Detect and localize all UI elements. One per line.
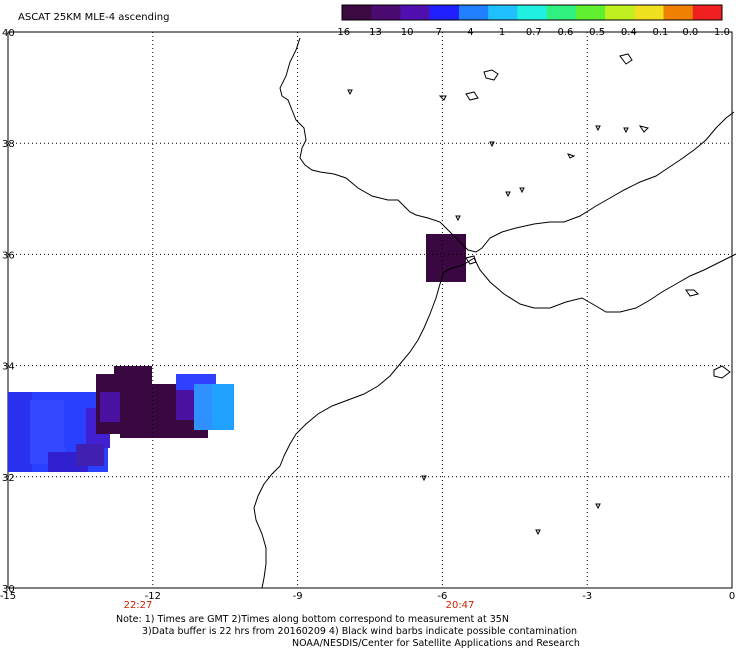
- colorbar-segment: [605, 5, 635, 20]
- time-label-0: 22:27: [124, 600, 153, 611]
- colorbar-segment: [371, 5, 401, 20]
- colorbar-segment: [488, 5, 518, 20]
- colorbar-segment: [458, 5, 489, 20]
- gridlines: [8, 32, 732, 588]
- x-tick-label: -15: [0, 591, 16, 602]
- y-tick-label: 34: [2, 362, 15, 373]
- swath-cell: [114, 366, 152, 386]
- wind-swath: [8, 234, 466, 472]
- x-tick-label: -3: [582, 591, 592, 602]
- note-line-1: Note: 1) Times are GMT 2)Times along bot…: [116, 614, 509, 625]
- y-axis-labels: 40 38 36 34 32 30: [2, 28, 15, 595]
- x-tick-label: -12: [145, 591, 161, 602]
- x-tick-label: 0: [729, 591, 735, 602]
- x-tick-label: -6: [437, 591, 447, 602]
- colorbar-segment: [429, 5, 460, 20]
- y-tick-label: 36: [2, 250, 15, 261]
- colorbar-segment: [546, 5, 577, 20]
- y-tick-label: 32: [2, 473, 15, 484]
- colorbar-segment: [517, 5, 548, 20]
- note-line-2: 3)Data buffer is 22 hrs from 20160209 4)…: [142, 626, 578, 637]
- swath-cell: [64, 400, 88, 448]
- y-tick-label: 30: [2, 584, 15, 595]
- colorbar-frame: [341, 4, 723, 21]
- x-axis-labels: -15 -12 -9 -6 -3 0: [0, 591, 735, 602]
- swath-cell: [176, 390, 196, 420]
- colorbar-segment: [634, 5, 665, 20]
- time-label-1: 20:47: [446, 600, 475, 611]
- y-tick-label: 40: [2, 28, 15, 39]
- colorbar-segment: [663, 5, 694, 20]
- note-line-3: NOAA/NESDIS/Center for Satellite Applica…: [292, 638, 580, 649]
- colorbar: [341, 4, 723, 21]
- map-title: ASCAT 25KM MLE-4 ascending: [18, 12, 169, 23]
- map-frame: [7, 31, 733, 589]
- swath-cell: [100, 392, 120, 422]
- swath-cell: [8, 392, 32, 472]
- swath-cell: [426, 234, 466, 282]
- colorbar-segment: [342, 5, 372, 20]
- y-tick-label: 38: [2, 139, 15, 150]
- colorbar-segment: [400, 5, 431, 20]
- swath-cell: [212, 384, 234, 430]
- coastlines: [253, 37, 737, 589]
- colorbar-segment: [692, 5, 723, 20]
- x-tick-label: -9: [293, 591, 303, 602]
- swath-cell: [76, 444, 104, 466]
- colorbar-segment: [575, 5, 606, 20]
